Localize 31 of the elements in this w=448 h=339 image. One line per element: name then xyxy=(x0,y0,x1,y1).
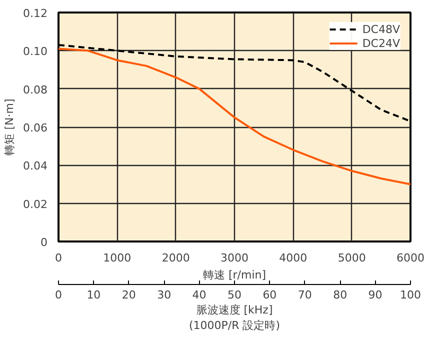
x2-axis-title: 脈波速度 [kHz] (1000P/R 設定時) xyxy=(188,304,280,332)
line-series xyxy=(58,48,410,186)
x2-tick-label: 40 xyxy=(192,288,206,302)
x2-tick-label: 70 xyxy=(298,288,312,302)
x2-tick-label: 90 xyxy=(368,288,382,302)
x2-tick-label: 80 xyxy=(333,288,348,302)
legend-label: DC48V xyxy=(362,22,400,36)
x-axis-title: 轉速 [r/min] xyxy=(202,268,266,282)
y-axis-title: 轉矩 [N·m] xyxy=(3,98,16,156)
y-tick-label: 0.06 xyxy=(23,122,48,134)
x2-tick-label: 0 xyxy=(55,288,62,302)
x2-tick-label: 10 xyxy=(86,288,101,302)
y-tick-label: 0.08 xyxy=(23,83,48,96)
legend-label: DC24V xyxy=(362,36,400,50)
x2-tick-label: 60 xyxy=(262,288,277,302)
x-tick-label: 2000 xyxy=(162,252,190,264)
x-tick-label: 4000 xyxy=(279,252,308,264)
y-tick-label: 0.10 xyxy=(23,45,48,58)
x2-tick-label: 50 xyxy=(228,288,242,302)
x-tick-label: 1000 xyxy=(103,252,132,264)
x2-tick-label: 30 xyxy=(157,288,172,302)
y-tick-label: 0.04 xyxy=(23,160,48,173)
y-tick-label: 0.02 xyxy=(23,198,48,211)
x2-tick-label: 20 xyxy=(122,288,136,302)
x2-tick-label: 100 xyxy=(400,288,421,302)
y-tick-label: 0.12 xyxy=(23,7,48,20)
x-tick-label: 6000 xyxy=(396,252,425,264)
x-tick-label: 3000 xyxy=(220,252,249,264)
x-tick-label: 5000 xyxy=(338,252,366,264)
x-tick-label: 0 xyxy=(55,252,62,264)
y-tick-label: 0 xyxy=(40,236,48,249)
